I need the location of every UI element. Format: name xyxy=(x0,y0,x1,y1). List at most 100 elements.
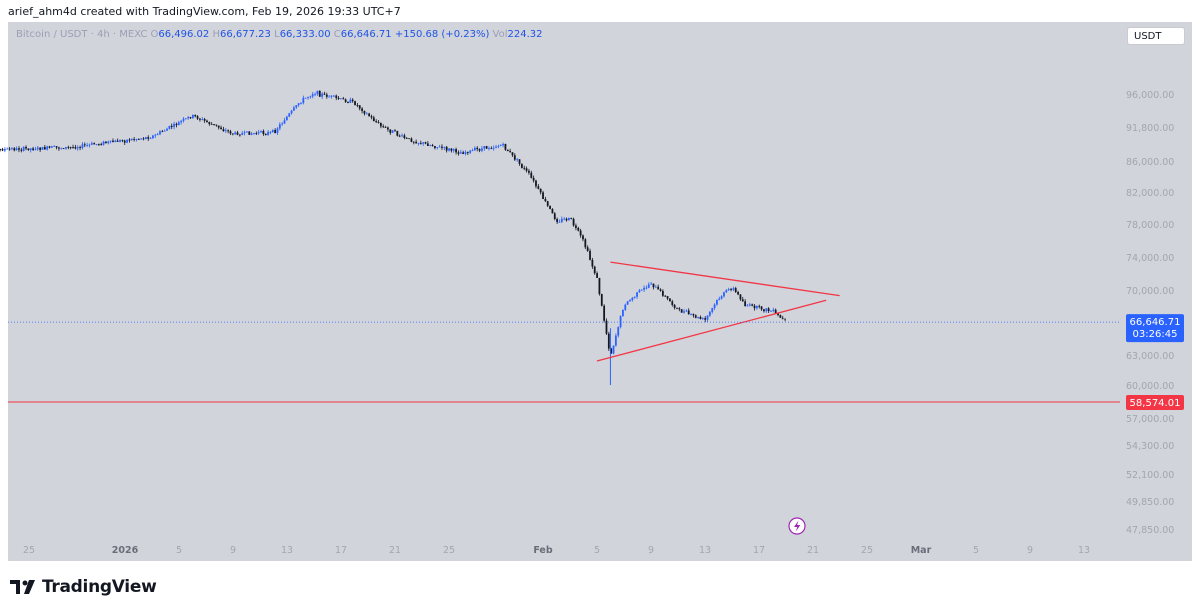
lightning-alert-icon[interactable] xyxy=(788,517,806,535)
candle-body xyxy=(29,148,32,150)
price-axis: 96,000.00 91,800.00 86,000.00 82,000.00 78,0… xyxy=(1126,90,1174,536)
time-tick-label: 17 xyxy=(753,545,765,556)
candle-body xyxy=(274,130,277,133)
candle-body xyxy=(271,130,274,132)
candle-body xyxy=(704,318,707,320)
candle-body xyxy=(469,150,472,153)
time-tick-label: 25 xyxy=(23,545,35,556)
candle-body xyxy=(105,141,107,144)
candle-body xyxy=(83,144,86,146)
time-tick-label: 13 xyxy=(699,545,711,556)
candle-body xyxy=(669,298,671,302)
candle-body xyxy=(102,141,105,145)
candle-body xyxy=(370,116,373,118)
candle-body xyxy=(767,308,770,312)
currency-button[interactable]: USDT xyxy=(1127,27,1185,45)
candle-body xyxy=(323,93,326,95)
price-tick-label: 57,000.00 xyxy=(1126,414,1174,425)
candle-body xyxy=(499,145,502,146)
candle-body xyxy=(302,97,305,104)
candle-body xyxy=(79,147,81,149)
price-tick-label: 47,850.00 xyxy=(1126,525,1174,536)
candle-body xyxy=(379,122,382,127)
candle-body xyxy=(419,142,422,144)
candle-body xyxy=(737,292,739,295)
candle-body xyxy=(123,140,126,143)
tradingview-logo-icon xyxy=(10,580,35,594)
candle-body xyxy=(142,138,145,140)
triangle-lower-trendline[interactable] xyxy=(596,299,827,362)
candle-body xyxy=(600,294,603,306)
candle-body xyxy=(149,138,152,140)
price-tick-label: 70,000.00 xyxy=(1126,286,1174,297)
candle-body xyxy=(626,301,629,305)
candle-body xyxy=(690,314,692,315)
candle-body xyxy=(194,114,197,117)
candle-body xyxy=(523,167,526,169)
candle-body xyxy=(434,146,436,148)
candle-body xyxy=(107,141,110,144)
candle-body xyxy=(624,304,627,310)
candle-body xyxy=(8,148,11,150)
candle-body xyxy=(506,149,509,152)
candle-body xyxy=(358,105,361,109)
candle-body xyxy=(741,299,744,302)
candle-body xyxy=(744,301,747,306)
candle-body xyxy=(321,93,324,97)
candle-body xyxy=(243,132,246,134)
candle-body xyxy=(513,155,516,160)
candle-body xyxy=(410,138,413,142)
legend-close: 66,646.71 xyxy=(340,29,392,40)
candle-body xyxy=(401,135,403,137)
candle-body xyxy=(718,298,721,300)
candle-body xyxy=(711,308,714,312)
candle-body xyxy=(640,289,643,291)
candle-body xyxy=(234,132,237,135)
candle-body xyxy=(706,315,709,320)
candle-body xyxy=(558,221,561,223)
candle-body xyxy=(328,96,331,98)
candle-body xyxy=(288,113,291,117)
candle-body xyxy=(257,132,260,134)
legend-high-label: H xyxy=(212,29,221,40)
candle-body xyxy=(539,188,542,193)
candle-body xyxy=(168,125,171,129)
candle-body xyxy=(112,140,114,143)
candle-body xyxy=(582,235,584,240)
time-tick-label: 21 xyxy=(389,545,401,556)
candle-body xyxy=(784,318,786,320)
candle-body xyxy=(278,124,281,129)
price-tick-label: 63,000.00 xyxy=(1126,351,1174,362)
candle-body xyxy=(1,149,4,151)
candle-body xyxy=(591,259,594,267)
candle-body xyxy=(476,147,479,150)
candle-body xyxy=(579,230,582,236)
candle-body xyxy=(701,318,704,319)
candle-body xyxy=(276,128,279,133)
price-tick-label: 78,000.00 xyxy=(1126,220,1174,231)
candle-body xyxy=(354,101,356,105)
candle-body xyxy=(332,95,335,97)
candle-body xyxy=(133,139,136,140)
candle-body xyxy=(589,250,591,260)
candle-body xyxy=(725,290,728,293)
candle-body xyxy=(389,129,392,133)
candle-countdown: 03:26:45 xyxy=(1133,329,1178,340)
triangle-upper-trendline[interactable] xyxy=(610,261,840,297)
candle-body xyxy=(290,110,293,114)
candle-body xyxy=(417,142,420,144)
candle-body xyxy=(593,266,596,274)
candle-body xyxy=(429,145,432,146)
candle-body xyxy=(708,311,711,316)
candle-body xyxy=(535,180,537,187)
candle-body xyxy=(27,148,30,150)
candle-body xyxy=(650,283,653,285)
time-tick-label: Mar xyxy=(911,545,932,556)
candle-body xyxy=(403,135,406,138)
candle-body xyxy=(314,94,316,96)
candle-body xyxy=(15,148,18,151)
candle-body xyxy=(495,146,497,148)
candle-body xyxy=(457,152,460,154)
candle-body xyxy=(253,133,255,134)
